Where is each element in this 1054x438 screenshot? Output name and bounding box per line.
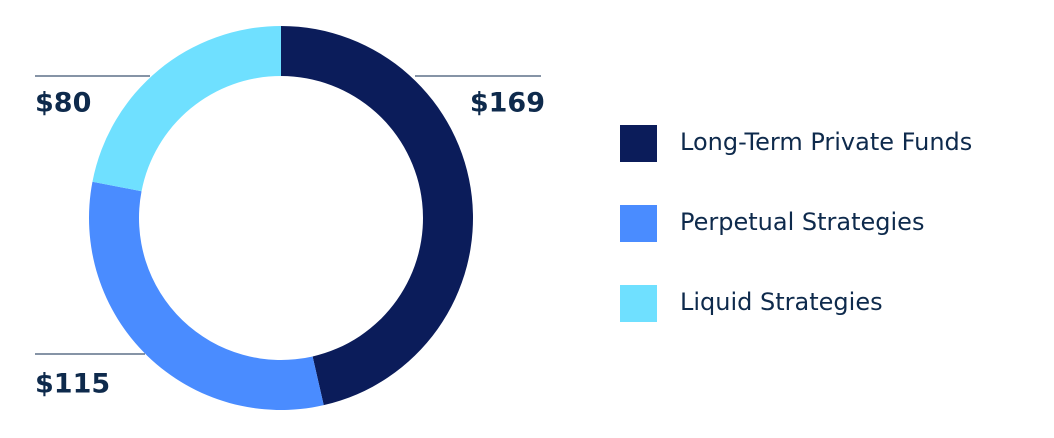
legend-label: Long-Term Private Funds xyxy=(680,128,972,156)
value-label: $115 xyxy=(35,369,110,400)
legend-swatch xyxy=(620,125,657,162)
legend-swatch xyxy=(620,285,657,322)
legend-label: Perpetual Strategies xyxy=(680,208,924,236)
value-label: $80 xyxy=(35,88,91,119)
value-label: $169 xyxy=(470,88,545,119)
donut-segment xyxy=(92,26,281,192)
donut-segment xyxy=(89,181,324,410)
legend-swatch xyxy=(620,205,657,242)
legend-label: Liquid Strategies xyxy=(680,288,883,316)
donut-segment xyxy=(281,25,474,406)
